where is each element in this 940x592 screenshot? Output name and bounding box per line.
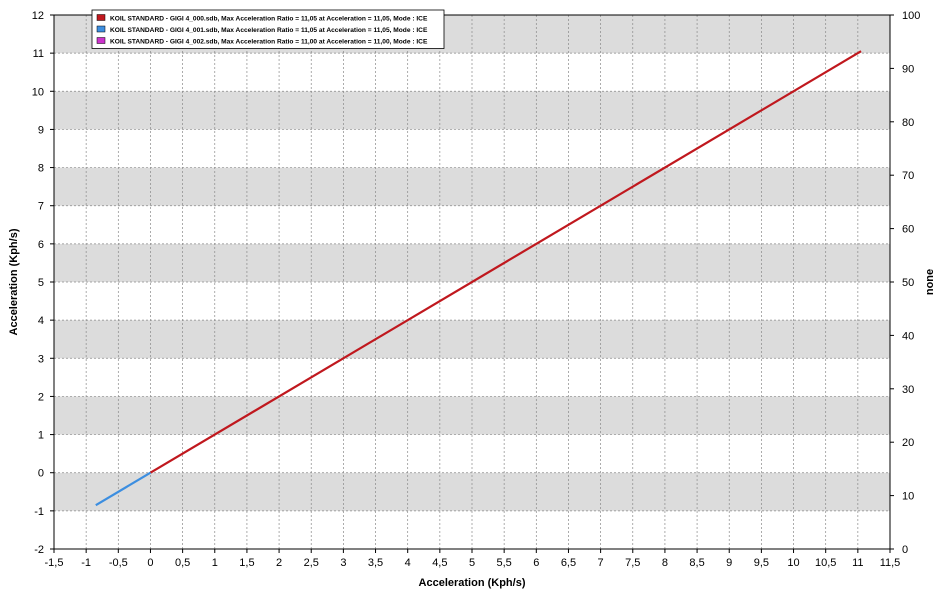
y2-tick-label: 80 — [902, 117, 914, 129]
legend-swatch — [96, 37, 106, 44]
y-tick-label: -1 — [34, 506, 44, 518]
x-tick-label: 11 — [852, 557, 863, 569]
legend-entry: KOIL STANDARD - GIGI 4_002.sdb, Max Acce… — [110, 39, 428, 46]
x-axis-label: Acceleration (Kph/s) — [419, 577, 526, 589]
y2-tick-label: 90 — [902, 63, 914, 75]
y2-tick-label: 100 — [902, 10, 920, 22]
x-tick-label: 11,5 — [880, 557, 901, 569]
x-tick-label: 4,5 — [432, 557, 447, 569]
x-tick-label: 0,5 — [175, 557, 190, 569]
x-tick-label: 3 — [340, 557, 346, 569]
y2-tick-label: 30 — [902, 384, 914, 396]
legend-entry: KOIL STANDARD - GIGI 4_001.sdb, Max Acce… — [110, 27, 428, 34]
y-tick-label: -2 — [34, 544, 44, 556]
legend: KOIL STANDARD - GIGI 4_000.sdb, Max Acce… — [91, 9, 445, 49]
y-tick-label: 1 — [38, 430, 44, 442]
series-lines — [95, 50, 862, 507]
x-tick-label: 0 — [147, 557, 153, 569]
y2-tick-label: 20 — [902, 437, 914, 449]
y-tick-label: 8 — [38, 163, 44, 175]
x-tick-label: 7 — [598, 557, 604, 569]
y-tick-label: 0 — [38, 468, 44, 480]
x-tick-label: 8,5 — [689, 557, 704, 569]
legend-swatch — [96, 14, 106, 21]
y-tick-label: 5 — [38, 277, 44, 289]
x-tick-label: 1 — [212, 557, 218, 569]
legend-entry: KOIL STANDARD - GIGI 4_000.sdb, Max Acce… — [110, 16, 428, 23]
x-tick-label: 8 — [662, 557, 668, 569]
x-tick-label: 10,5 — [815, 557, 836, 569]
y2-tick-label: 10 — [902, 491, 914, 503]
y2-tick-label: 50 — [902, 277, 914, 289]
y-tick-label: 10 — [32, 86, 44, 98]
y-tick-label: 3 — [38, 353, 44, 365]
y-tick-label: 9 — [38, 124, 44, 136]
x-tick-label: 1,5 — [239, 557, 254, 569]
y-axis-label: Acceleration (Kph/s) — [8, 228, 20, 335]
y-tick-label: 11 — [33, 48, 44, 60]
y2-axis-ticks: 0 10 20 30 40 50 60 70 80 90 100 — [890, 10, 920, 556]
x-tick-label: 9 — [726, 557, 732, 569]
x-tick-label: 9,5 — [754, 557, 769, 569]
x-tick-label: 5 — [469, 557, 475, 569]
y-tick-label: 2 — [38, 391, 44, 403]
y-tick-label: 4 — [38, 315, 44, 327]
background-band — [54, 510, 890, 549]
x-tick-label: 5,5 — [497, 557, 512, 569]
legend-swatch — [96, 25, 106, 33]
x-tick-label: 2 — [276, 557, 282, 569]
series-line — [149, 50, 862, 474]
y2-tick-label: 0 — [902, 544, 908, 556]
x-tick-label: 4 — [405, 557, 411, 569]
x-tick-label: -0,5 — [109, 557, 128, 569]
x-tick-label: 2,5 — [304, 557, 319, 569]
x-tick-label: 7,5 — [625, 557, 640, 569]
y2-tick-label: 60 — [902, 224, 914, 236]
y2-tick-label: 70 — [902, 170, 914, 182]
x-tick-label: -1 — [81, 557, 91, 569]
x-tick-label: 3,5 — [368, 557, 383, 569]
y2-tick-label: 40 — [902, 330, 914, 342]
x-tick-label: 10 — [787, 557, 799, 569]
series-line — [95, 471, 152, 507]
y2-axis-label: none — [924, 269, 936, 295]
x-axis-ticks: -1,5 -1 -0,5 0 0,5 1 1,5 2 2,5 3 3,5 4 4,5 5 5,5 6 6,5 7 7… — [45, 549, 901, 569]
x-tick-label: 6 — [533, 557, 539, 569]
y-tick-label: 6 — [38, 239, 44, 251]
y-tick-label: 7 — [38, 201, 44, 213]
x-tick-label: 6,5 — [561, 557, 576, 569]
legend-box — [91, 9, 445, 49]
x-tick-label: -1,5 — [45, 557, 64, 569]
y-tick-label: 12 — [32, 10, 44, 22]
